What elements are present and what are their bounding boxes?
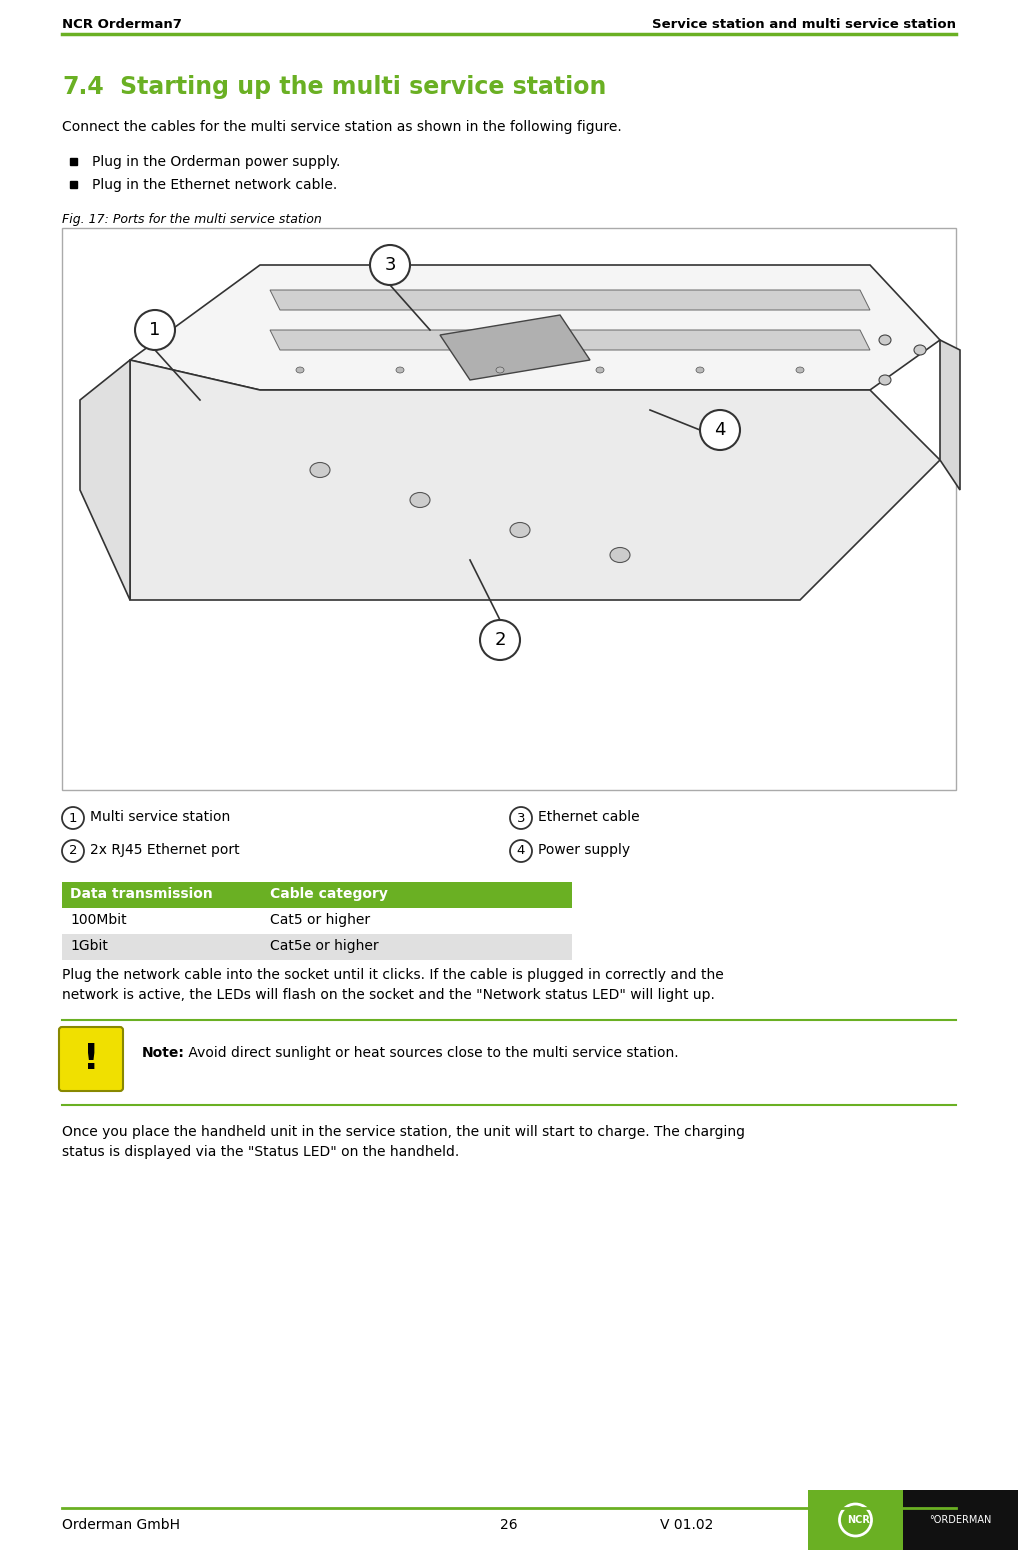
Text: Data transmission: Data transmission bbox=[70, 887, 213, 901]
Text: Cable category: Cable category bbox=[270, 887, 388, 901]
Bar bbox=[62, 228, 956, 790]
Polygon shape bbox=[940, 339, 960, 490]
Text: Avoid direct sunlight or heat sources close to the multi service station.: Avoid direct sunlight or heat sources cl… bbox=[184, 1046, 679, 1060]
Circle shape bbox=[62, 808, 84, 829]
Text: Power supply: Power supply bbox=[538, 843, 630, 857]
Text: 2: 2 bbox=[495, 631, 506, 649]
FancyBboxPatch shape bbox=[59, 1028, 123, 1091]
Polygon shape bbox=[130, 265, 940, 391]
Circle shape bbox=[370, 245, 410, 285]
Ellipse shape bbox=[796, 367, 804, 374]
Circle shape bbox=[135, 310, 175, 350]
Circle shape bbox=[510, 840, 532, 862]
Text: Cat5e or higher: Cat5e or higher bbox=[270, 939, 379, 953]
Circle shape bbox=[480, 620, 520, 660]
Text: Ethernet cable: Ethernet cable bbox=[538, 811, 639, 825]
Polygon shape bbox=[80, 360, 130, 600]
Text: Fig. 17: Ports for the multi service station: Fig. 17: Ports for the multi service sta… bbox=[62, 212, 322, 226]
Polygon shape bbox=[130, 360, 940, 600]
Ellipse shape bbox=[696, 367, 704, 374]
Bar bbox=[903, 1490, 1018, 1550]
Text: Multi service station: Multi service station bbox=[90, 811, 230, 825]
Text: 4: 4 bbox=[517, 845, 525, 857]
Ellipse shape bbox=[879, 375, 891, 384]
Text: Plug in the Orderman power supply.: Plug in the Orderman power supply. bbox=[92, 155, 340, 169]
Circle shape bbox=[700, 411, 740, 449]
Polygon shape bbox=[440, 315, 590, 380]
Text: status is displayed via the "Status LED" on the handheld.: status is displayed via the "Status LED"… bbox=[62, 1145, 459, 1159]
Text: Orderman GmbH: Orderman GmbH bbox=[62, 1517, 180, 1531]
Text: Service station and multi service station: Service station and multi service statio… bbox=[652, 19, 956, 31]
Text: °ORDERMAN: °ORDERMAN bbox=[929, 1514, 992, 1525]
Bar bbox=[70, 158, 77, 164]
Text: 3: 3 bbox=[384, 256, 396, 274]
Text: Cat5 or higher: Cat5 or higher bbox=[270, 913, 371, 927]
Text: 100Mbit: 100Mbit bbox=[70, 913, 126, 927]
Text: Once you place the handheld unit in the service station, the unit will start to : Once you place the handheld unit in the … bbox=[62, 1125, 745, 1139]
Text: Plug in the Ethernet network cable.: Plug in the Ethernet network cable. bbox=[92, 178, 337, 192]
Ellipse shape bbox=[610, 547, 630, 563]
Polygon shape bbox=[270, 290, 870, 310]
Text: 7.4: 7.4 bbox=[62, 74, 104, 99]
Text: 1: 1 bbox=[69, 812, 77, 825]
Ellipse shape bbox=[596, 367, 604, 374]
Text: 4: 4 bbox=[715, 422, 726, 439]
Bar bbox=[62, 908, 572, 935]
Text: 2x RJ45 Ethernet port: 2x RJ45 Ethernet port bbox=[90, 843, 239, 857]
Text: !: ! bbox=[82, 1042, 99, 1076]
Text: Starting up the multi service station: Starting up the multi service station bbox=[120, 74, 607, 99]
Text: Connect the cables for the multi service station as shown in the following figur: Connect the cables for the multi service… bbox=[62, 119, 622, 133]
Text: NCR Orderman7: NCR Orderman7 bbox=[62, 19, 182, 31]
Text: 3: 3 bbox=[517, 812, 525, 825]
Text: 26: 26 bbox=[500, 1517, 518, 1531]
Text: network is active, the LEDs will flash on the socket and the "Network status LED: network is active, the LEDs will flash o… bbox=[62, 987, 715, 1001]
Ellipse shape bbox=[914, 346, 926, 355]
Text: NCR: NCR bbox=[847, 1514, 870, 1525]
Ellipse shape bbox=[296, 367, 304, 374]
Ellipse shape bbox=[410, 493, 430, 507]
Text: Plug the network cable into the socket until it clicks. If the cable is plugged : Plug the network cable into the socket u… bbox=[62, 969, 724, 983]
Text: 1Gbit: 1Gbit bbox=[70, 939, 108, 953]
Bar bbox=[62, 882, 572, 908]
Bar bbox=[808, 1490, 903, 1550]
Ellipse shape bbox=[496, 367, 504, 374]
Ellipse shape bbox=[310, 462, 330, 477]
Bar bbox=[62, 935, 572, 959]
Ellipse shape bbox=[879, 335, 891, 346]
Circle shape bbox=[510, 808, 532, 829]
Bar bbox=[70, 181, 77, 188]
Text: 2: 2 bbox=[69, 845, 77, 857]
Text: V 01.02: V 01.02 bbox=[660, 1517, 714, 1531]
Ellipse shape bbox=[510, 522, 530, 538]
Circle shape bbox=[62, 840, 84, 862]
Polygon shape bbox=[270, 330, 870, 350]
Text: Note:: Note: bbox=[142, 1046, 185, 1060]
Text: 1: 1 bbox=[150, 321, 161, 339]
Ellipse shape bbox=[396, 367, 404, 374]
